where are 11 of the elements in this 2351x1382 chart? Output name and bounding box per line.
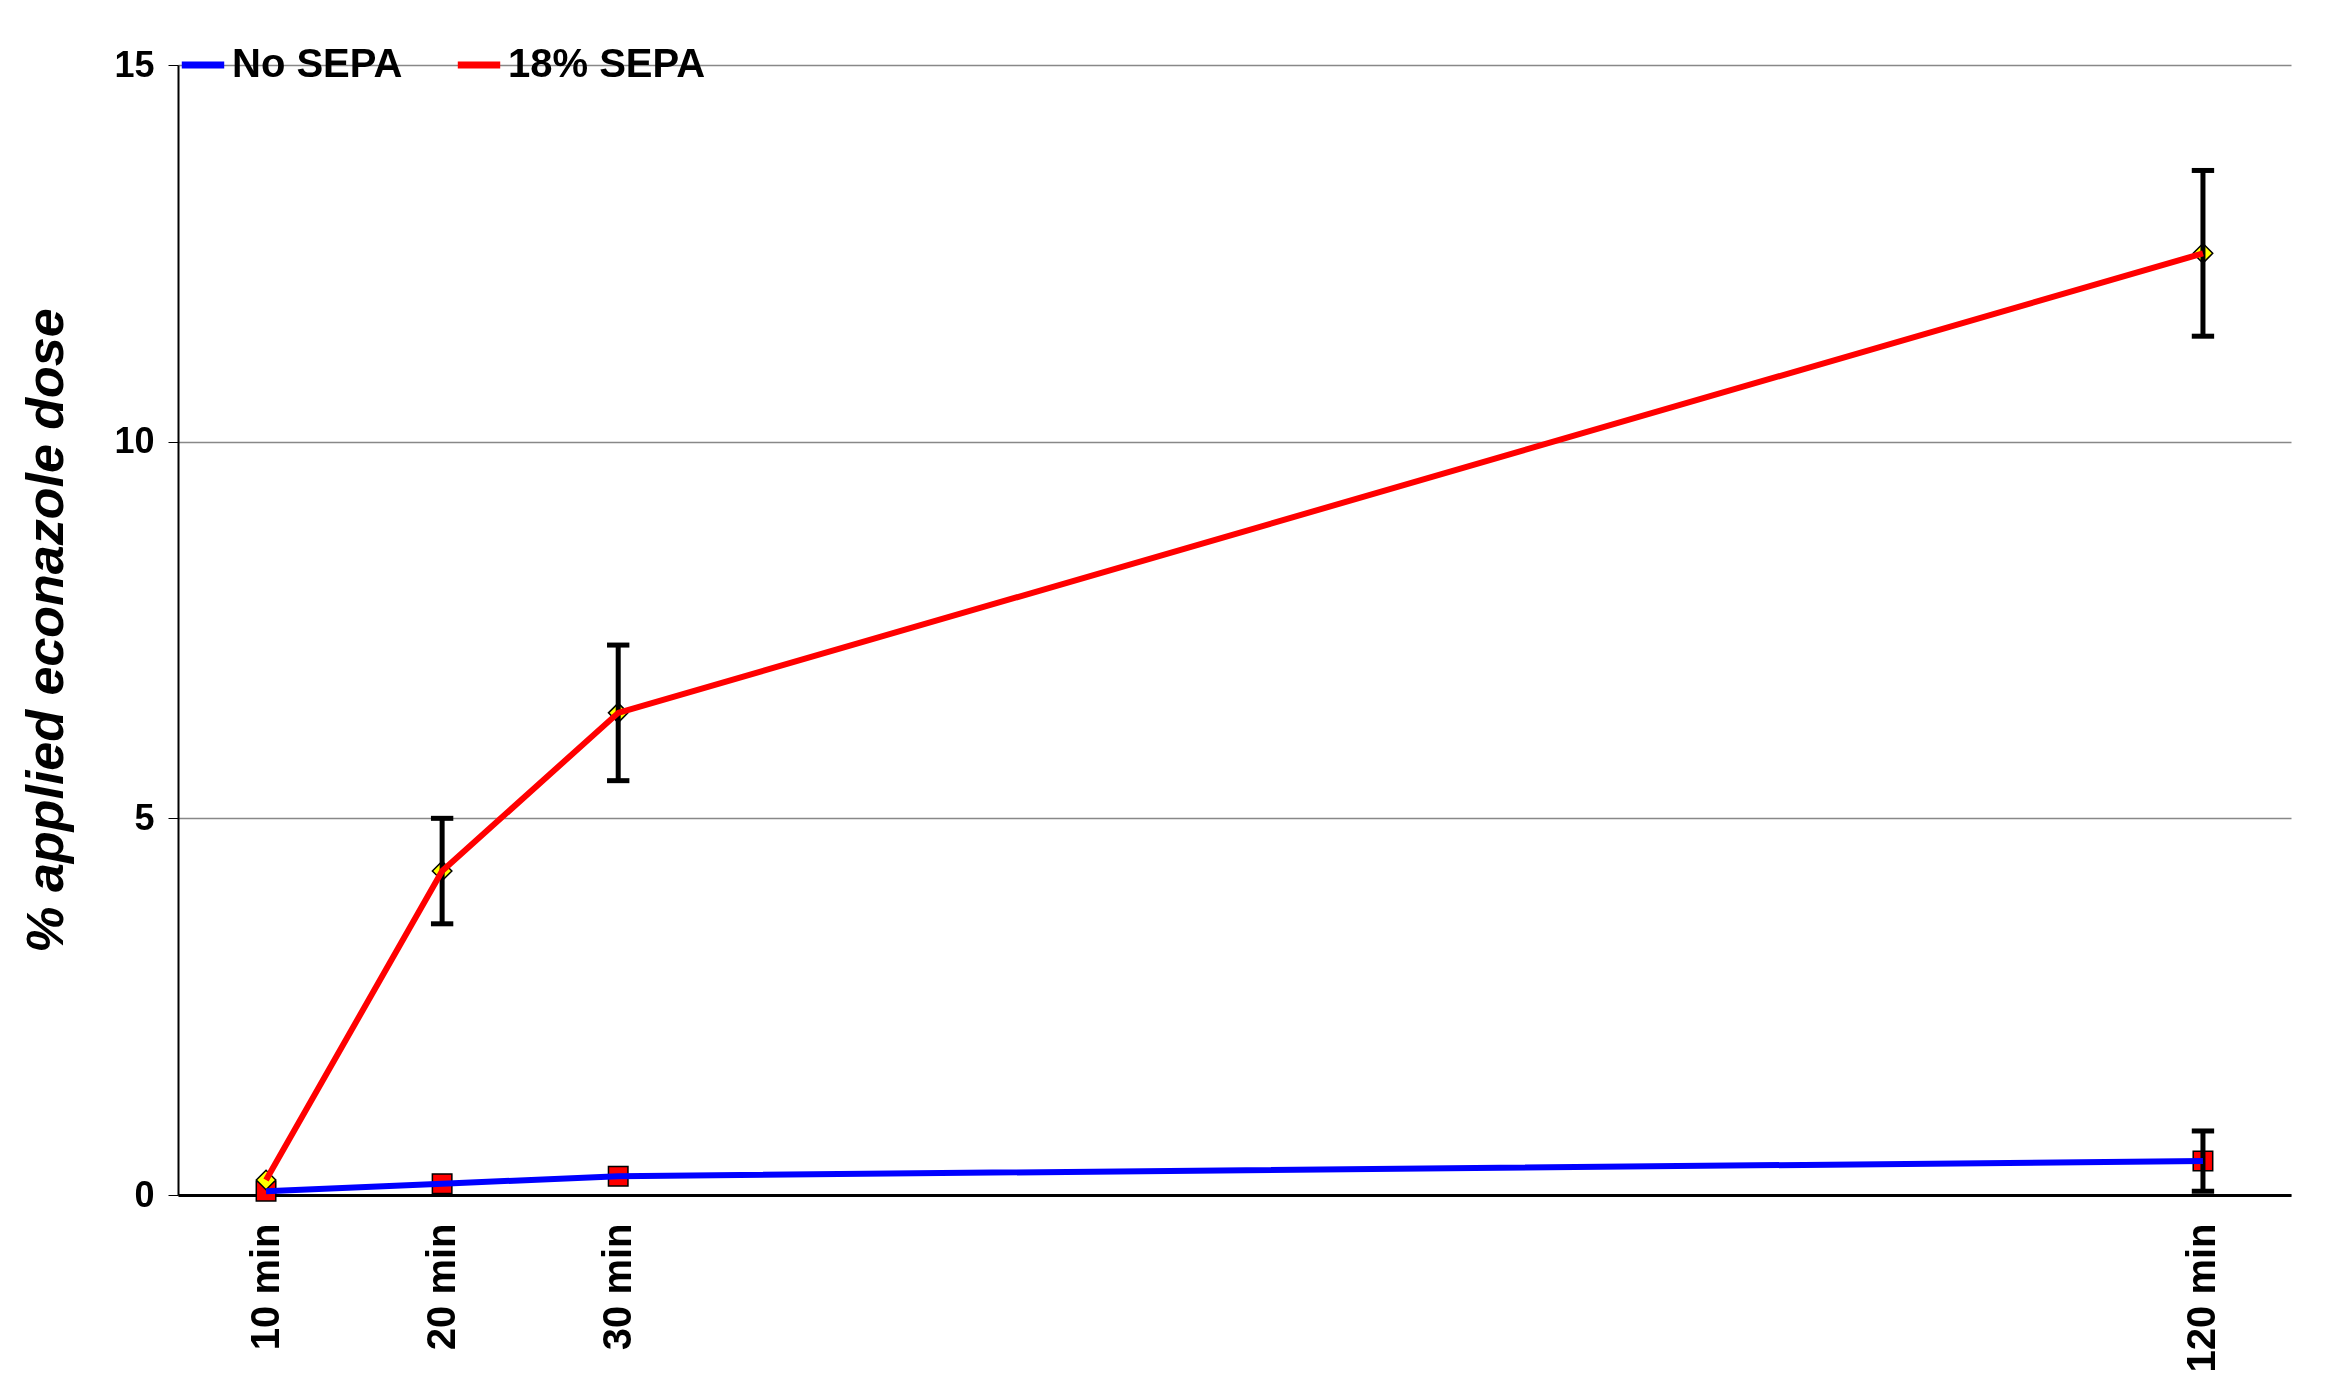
x-tick-label: 20 min xyxy=(418,1223,463,1351)
legend-label: No SEPA xyxy=(232,41,403,85)
y-axis-title: % applied econazole dose xyxy=(16,308,75,953)
y-tick-label: 0 xyxy=(134,1173,155,1215)
x-tick-label: 120 min xyxy=(2179,1223,2224,1373)
legend-label: 18% SEPA xyxy=(508,41,706,85)
y-tick-label: 10 xyxy=(114,420,155,462)
x-tick-label: 10 min xyxy=(242,1223,287,1351)
y-tick-label: 15 xyxy=(114,43,155,85)
x-tick-label: 30 min xyxy=(594,1223,639,1351)
y-tick-label: 5 xyxy=(134,796,155,838)
